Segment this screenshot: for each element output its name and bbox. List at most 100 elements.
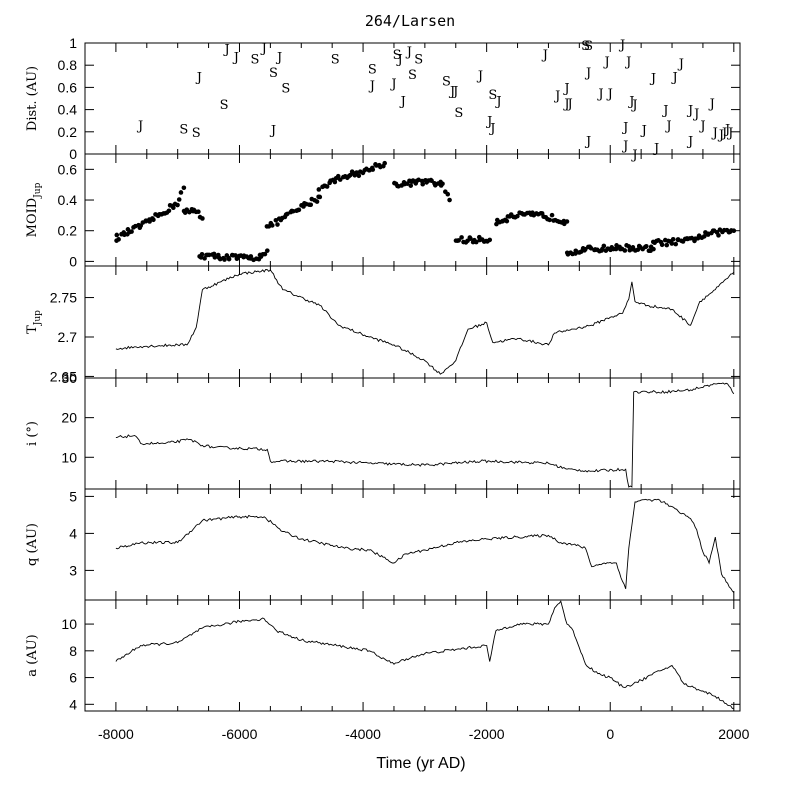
x-axis-label: Time (yr AD) bbox=[376, 755, 465, 772]
encounter-marker-J: J bbox=[708, 97, 715, 112]
x-tick-label: -8000 bbox=[98, 726, 134, 742]
moid-point bbox=[630, 245, 636, 250]
moid-point bbox=[410, 178, 416, 183]
encounter-marker-J: J bbox=[711, 126, 718, 141]
moid-point bbox=[166, 208, 172, 214]
y-tick-label: 0.2 bbox=[58, 223, 78, 239]
encounter-marker-J: J bbox=[553, 89, 560, 104]
moid-point bbox=[337, 177, 343, 182]
y-tick-label: 3 bbox=[69, 562, 77, 578]
encounter-marker-J: J bbox=[717, 128, 724, 143]
moid-point bbox=[408, 183, 414, 188]
moid-point bbox=[456, 238, 461, 243]
moid-point bbox=[468, 236, 473, 241]
panel-incl: 10 20 30 i (°) bbox=[25, 370, 741, 490]
encounter-marker-J: J bbox=[476, 69, 483, 84]
y-tick-label: 1 bbox=[69, 35, 77, 51]
encounter-marker-J: J bbox=[596, 87, 603, 102]
moid-point bbox=[588, 245, 594, 251]
moid-point bbox=[613, 246, 619, 252]
encounter-marker-J: J bbox=[584, 135, 591, 150]
encounter-marker-S: S bbox=[488, 88, 497, 103]
encounter-marker-J: J bbox=[584, 66, 591, 81]
y-tick-label: 10 bbox=[61, 616, 77, 632]
moid-point bbox=[248, 254, 254, 259]
encounter-marker-J: J bbox=[692, 107, 699, 122]
x-tick-label: -2000 bbox=[469, 726, 505, 742]
encounter-marker-J: J bbox=[269, 124, 276, 139]
moid-point bbox=[669, 241, 675, 246]
moid-point bbox=[285, 211, 290, 217]
moid-point bbox=[275, 222, 280, 227]
encounter-marker-J: J bbox=[368, 79, 375, 94]
y-axis-label: q (AU) bbox=[25, 523, 40, 566]
moid-point bbox=[447, 197, 452, 203]
moid-point bbox=[573, 248, 579, 254]
moid-point bbox=[473, 239, 479, 245]
encounter-marker-J: J bbox=[603, 55, 610, 70]
moid-point bbox=[178, 190, 184, 195]
encounter-marker-S: S bbox=[220, 98, 229, 113]
moid-point bbox=[176, 197, 182, 202]
moid-point bbox=[416, 177, 421, 183]
encounter-marker-J: J bbox=[485, 115, 492, 130]
moid-point bbox=[314, 199, 320, 204]
moid-point bbox=[116, 237, 121, 242]
series-line-incl bbox=[115, 382, 735, 488]
moid-point bbox=[222, 257, 227, 262]
encounter-marker-S: S bbox=[250, 53, 259, 68]
encounter-marker-J: J bbox=[621, 139, 628, 154]
moid-point bbox=[564, 219, 570, 224]
chart-title: 264/Larsen bbox=[365, 12, 455, 30]
y-tick-label: 20 bbox=[61, 410, 77, 426]
y-tick-label: 30 bbox=[61, 370, 77, 386]
y-tick-label: 0.6 bbox=[58, 161, 78, 177]
encounter-marker-J: J bbox=[640, 124, 647, 139]
moid-point bbox=[129, 229, 134, 234]
encounter-marker-J: J bbox=[624, 55, 631, 70]
encounter-marker-S: S bbox=[442, 75, 451, 90]
y-axis-label: i (°) bbox=[25, 421, 40, 446]
moid-point bbox=[504, 218, 510, 224]
encounter-marker-J: J bbox=[448, 85, 455, 100]
encounter-marker-J: J bbox=[541, 48, 548, 63]
moid-point bbox=[211, 251, 217, 257]
panel-frame bbox=[84, 377, 741, 490]
encounter-marker-J: J bbox=[399, 95, 406, 110]
moid-point bbox=[335, 173, 341, 179]
moid-point bbox=[196, 209, 201, 214]
panel-q: 3 4 5 q (AU) bbox=[25, 488, 741, 601]
y-tick-label: 0.4 bbox=[58, 192, 78, 208]
encounter-marker-J: J bbox=[698, 119, 705, 134]
moid-point bbox=[226, 256, 232, 262]
moid-point bbox=[420, 181, 426, 187]
y-tick-label: 0.2 bbox=[58, 124, 78, 140]
panel-frame bbox=[84, 488, 741, 601]
encounter-marker-J: J bbox=[488, 121, 495, 136]
encounter-marker-J: J bbox=[562, 81, 569, 96]
encounter-marker-J: J bbox=[562, 97, 569, 112]
y-axis-label: MOIDJup bbox=[25, 182, 43, 237]
encounter-marker-J: J bbox=[720, 126, 727, 141]
encounter-marker-J: J bbox=[195, 70, 202, 85]
y-tick-label: 0 bbox=[69, 253, 77, 269]
encounter-marker-J: J bbox=[652, 141, 659, 156]
moid-point bbox=[701, 234, 707, 239]
encounter-marker-S: S bbox=[179, 122, 188, 137]
moid-point bbox=[622, 248, 628, 253]
moid-point bbox=[316, 187, 322, 192]
moid-point bbox=[270, 223, 275, 228]
y-axis-label-subscript: Jup bbox=[33, 310, 43, 326]
series-line-a bbox=[115, 600, 734, 709]
encounter-marker-J: J bbox=[726, 126, 733, 141]
encounter-marker-J: J bbox=[275, 50, 282, 65]
y-tick-label: 6 bbox=[69, 670, 77, 686]
moid-point bbox=[664, 242, 670, 248]
encounter-marker-S: S bbox=[281, 81, 290, 96]
x-tick-label: 0 bbox=[606, 726, 614, 742]
encounter-marker-J: J bbox=[661, 104, 668, 119]
y-tick-label: 2.75 bbox=[50, 290, 77, 306]
encounter-marker-S: S bbox=[269, 66, 278, 81]
